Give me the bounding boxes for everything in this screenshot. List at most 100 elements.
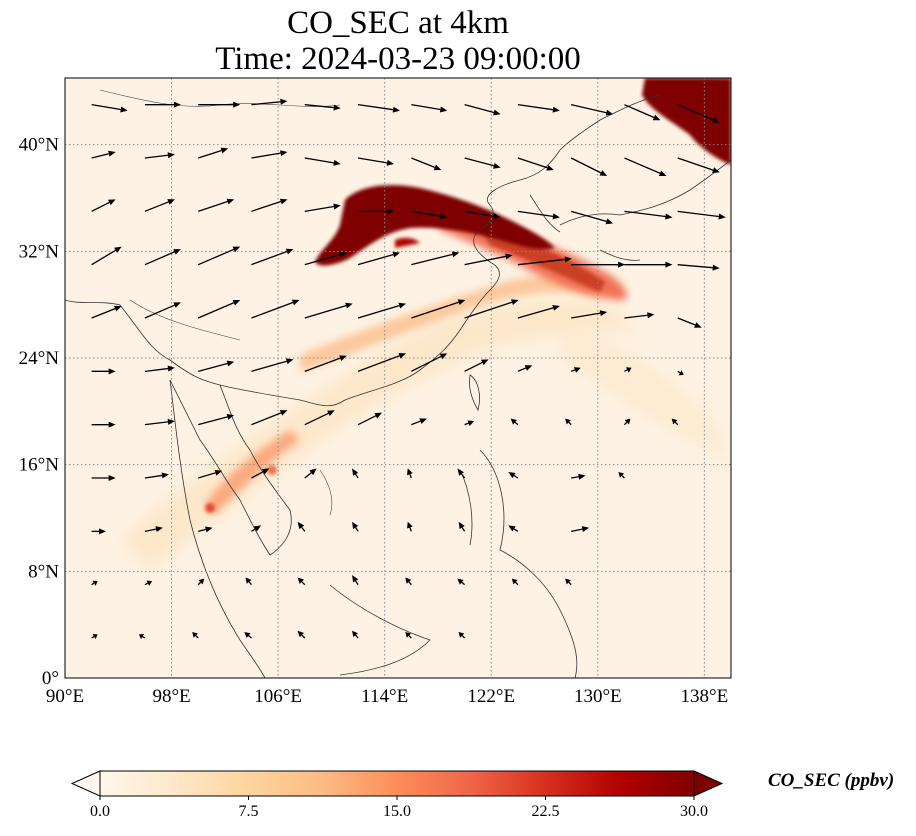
- wind-arrow: [198, 469, 223, 479]
- wind-arrow: [304, 468, 317, 479]
- wind-arrow: [91, 580, 98, 586]
- wind-arrow: [352, 630, 359, 639]
- colorbar-label: CO_SEC (ppbv): [768, 770, 895, 791]
- map-subtitle: Time: 2024-03-23 09:00:00: [215, 41, 581, 77]
- wind-arrow: [251, 150, 288, 159]
- japan-coast: [559, 159, 731, 261]
- wind-arrow: [251, 468, 270, 479]
- wind-arrow: [517, 256, 572, 266]
- indochina-coast: [169, 379, 292, 556]
- wind-arrow: [624, 261, 673, 268]
- wind-arrow: [464, 210, 501, 220]
- wind-arrow: [197, 300, 241, 319]
- wind-arrow: [624, 367, 632, 373]
- lat-tick-label: 16°N: [19, 455, 60, 476]
- wind-arrow: [304, 157, 341, 166]
- colorbar-tick-label: 15.0: [383, 803, 411, 820]
- wind-arrow: [197, 246, 241, 266]
- wind-arrow: [91, 633, 98, 640]
- lat-tick-label: 40°N: [19, 135, 60, 156]
- wind-arrow: [192, 632, 199, 639]
- wind-arrow: [565, 418, 572, 426]
- lon-tick-label: 130°E: [574, 686, 622, 707]
- borneo-coast: [329, 584, 431, 676]
- wind-arrow: [91, 104, 128, 113]
- wind-arrow: [91, 150, 116, 159]
- wind-arrow: [144, 302, 181, 319]
- wind-arrow: [352, 575, 359, 586]
- wind-arrow: [405, 632, 412, 639]
- wind-arrow: [457, 468, 466, 479]
- malay-coast: [169, 379, 266, 678]
- taiwan-coast: [469, 374, 480, 412]
- wind-arrow: [411, 251, 460, 266]
- wind-arrow: [91, 199, 116, 212]
- wind-arrow: [304, 104, 341, 111]
- wind-arrow: [571, 104, 614, 116]
- lon-tick-label: 114°E: [361, 686, 408, 707]
- lat-tick-label: 8°N: [28, 561, 59, 582]
- wind-arrow: [251, 248, 294, 266]
- wind-arrow: [677, 104, 720, 123]
- colorbar-under-extension: [70, 770, 101, 797]
- mainland-coast: [65, 94, 661, 407]
- wind-arrow: [517, 104, 560, 113]
- wind-arrow: [144, 472, 169, 479]
- wind-arrow: [464, 420, 475, 427]
- wind-arrow: [571, 261, 626, 268]
- wind-arrow: [677, 210, 726, 220]
- wind-arrow: [624, 312, 655, 319]
- wind-arrow: [297, 630, 306, 639]
- wind-arrow: [357, 302, 407, 319]
- wind-arrow: [407, 521, 413, 532]
- northeast-plume: [642, 78, 731, 165]
- wind-arrow: [457, 578, 466, 586]
- wind-arrow: [198, 101, 241, 108]
- lon-tick-label: 106°E: [254, 686, 302, 707]
- lon-tick-label: 90°E: [46, 686, 84, 707]
- wind-arrow: [251, 299, 300, 319]
- wind-arrow: [517, 157, 554, 171]
- lon-tick-label: 122°E: [467, 686, 515, 707]
- wind-arrow: [358, 208, 395, 215]
- wind-arrow: [508, 525, 519, 532]
- wind-arrow: [677, 370, 684, 376]
- wind-arrow: [624, 210, 673, 220]
- wind-arrow: [571, 310, 608, 319]
- colorbar-body: [99, 770, 695, 797]
- wind-arrow: [198, 526, 213, 533]
- wind-arrow: [517, 365, 533, 372]
- wind-arrow: [407, 468, 413, 479]
- wind-arrow: [571, 526, 590, 533]
- indochina-plume: [205, 430, 300, 515]
- wind-arrow: [197, 578, 205, 586]
- wind-arrow: [144, 101, 181, 108]
- wind-arrow: [251, 198, 288, 212]
- wind-arrow: [138, 633, 146, 640]
- wind-arrow: [144, 152, 175, 159]
- wind-arrow: [411, 418, 427, 426]
- wind-arrow: [357, 251, 401, 266]
- colorbar-tick-label: 7.5: [239, 803, 259, 820]
- colorbar: 0.0 7.5 15.0 22.5 30.0: [70, 770, 724, 820]
- wind-arrow: [623, 418, 631, 426]
- plume-fragment: [395, 237, 420, 248]
- lat-tick-label: 32°N: [19, 241, 60, 262]
- wind-arrow: [357, 157, 395, 166]
- colorbar-tick-label: 30.0: [680, 803, 708, 820]
- wind-arrow: [571, 473, 586, 480]
- north-china-plume: [315, 185, 555, 266]
- indochina-hotspot: [205, 503, 215, 513]
- wind-arrow: [570, 157, 608, 176]
- wind-arrow: [677, 157, 720, 173]
- wind-arrow: [464, 157, 501, 169]
- wind-arrow: [304, 251, 347, 266]
- wind-arrow: [411, 104, 448, 113]
- wind-arrow: [144, 249, 181, 266]
- wind-arrow: [517, 305, 560, 319]
- wind-arrow: [618, 472, 625, 479]
- wind-arrow: [411, 299, 466, 319]
- colorbar-ticks: 0.0 7.5 15.0 22.5 30.0: [90, 796, 708, 820]
- wind-arrow: [411, 210, 448, 220]
